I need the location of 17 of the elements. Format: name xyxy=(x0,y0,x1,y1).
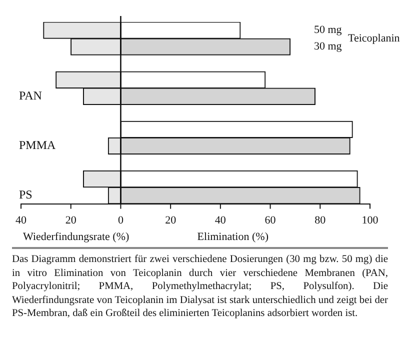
x-tick-label: 20 xyxy=(165,214,177,226)
y-tick-label: PAN xyxy=(19,88,42,103)
y-tick-label: PMMA xyxy=(19,138,56,152)
annotation: Teicoplanin xyxy=(348,32,400,44)
x-tick-label: 20 xyxy=(65,214,77,226)
annotation: 50 mg xyxy=(314,24,342,36)
text: Wiederfindungsrate (%) xyxy=(23,230,130,243)
x-tick-label: 0 xyxy=(118,214,124,226)
annotation: 30 mg xyxy=(314,40,342,53)
x-tick-label: 60 xyxy=(264,214,276,226)
x-tick-label: 40 xyxy=(214,214,226,226)
y-tick-label: PS xyxy=(19,188,32,202)
x-tick-label: 40 xyxy=(16,214,27,226)
text: Das Diagramm demonstriert für zwei verschiedene Dosierungen (30 mg bzw. 50 mg) die in vitro Elimination von Teicoplanin durch vier verschiedene Membranen (PAN, Polyacrylonitril; PMMA, Polymethylmethacrylat; PS, Polysulfon). Die Wiederfindungsrate von Teicoplanin im Dialysat ist stark unterschiedlich und zeigt bei der PS-Membran, daß ein Großteil des eliminierten Teicoplanins adsorbiert worden ist. xyxy=(12,247,388,320)
x-axis-title: Elimination (%) xyxy=(197,230,269,243)
x-tick-label: 80 xyxy=(314,214,326,226)
x-tick-label: 100 xyxy=(362,214,379,226)
